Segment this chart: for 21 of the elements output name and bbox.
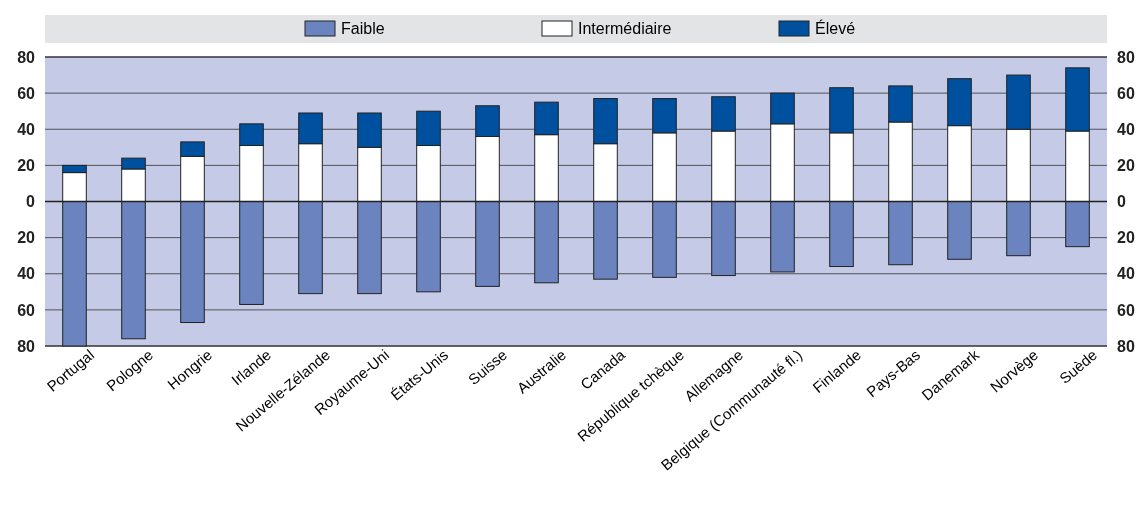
legend-label: Faible bbox=[341, 19, 385, 37]
y-tick-label: 0 bbox=[26, 193, 36, 211]
y-tick-label: 20 bbox=[17, 156, 36, 174]
y2-tick-label: 60 bbox=[1117, 84, 1135, 102]
y2-tick-label: 20 bbox=[1117, 156, 1135, 174]
y-tick-label: 80 bbox=[17, 48, 36, 66]
y-tick-label: 60 bbox=[17, 84, 36, 102]
y-tick-label: 80 bbox=[17, 337, 36, 355]
legend-label: Intermédiaire bbox=[578, 19, 672, 37]
y-tick-label: 60 bbox=[17, 301, 36, 319]
y2-tick-label: 40 bbox=[1117, 265, 1135, 283]
y2-tick-label: 60 bbox=[1117, 301, 1135, 319]
y2-tick-label: 80 bbox=[1117, 48, 1135, 66]
legend-label: Élevé bbox=[815, 18, 856, 37]
y-tick-label: 40 bbox=[17, 120, 36, 138]
y2-tick-label: 0 bbox=[1117, 193, 1126, 211]
y2-tick-label: 20 bbox=[1117, 229, 1135, 247]
y-tick-label: 20 bbox=[17, 229, 36, 247]
y2-tick-label: 80 bbox=[1117, 337, 1135, 355]
y2-tick-label: 40 bbox=[1117, 120, 1135, 138]
y-tick-label: 40 bbox=[17, 265, 36, 283]
